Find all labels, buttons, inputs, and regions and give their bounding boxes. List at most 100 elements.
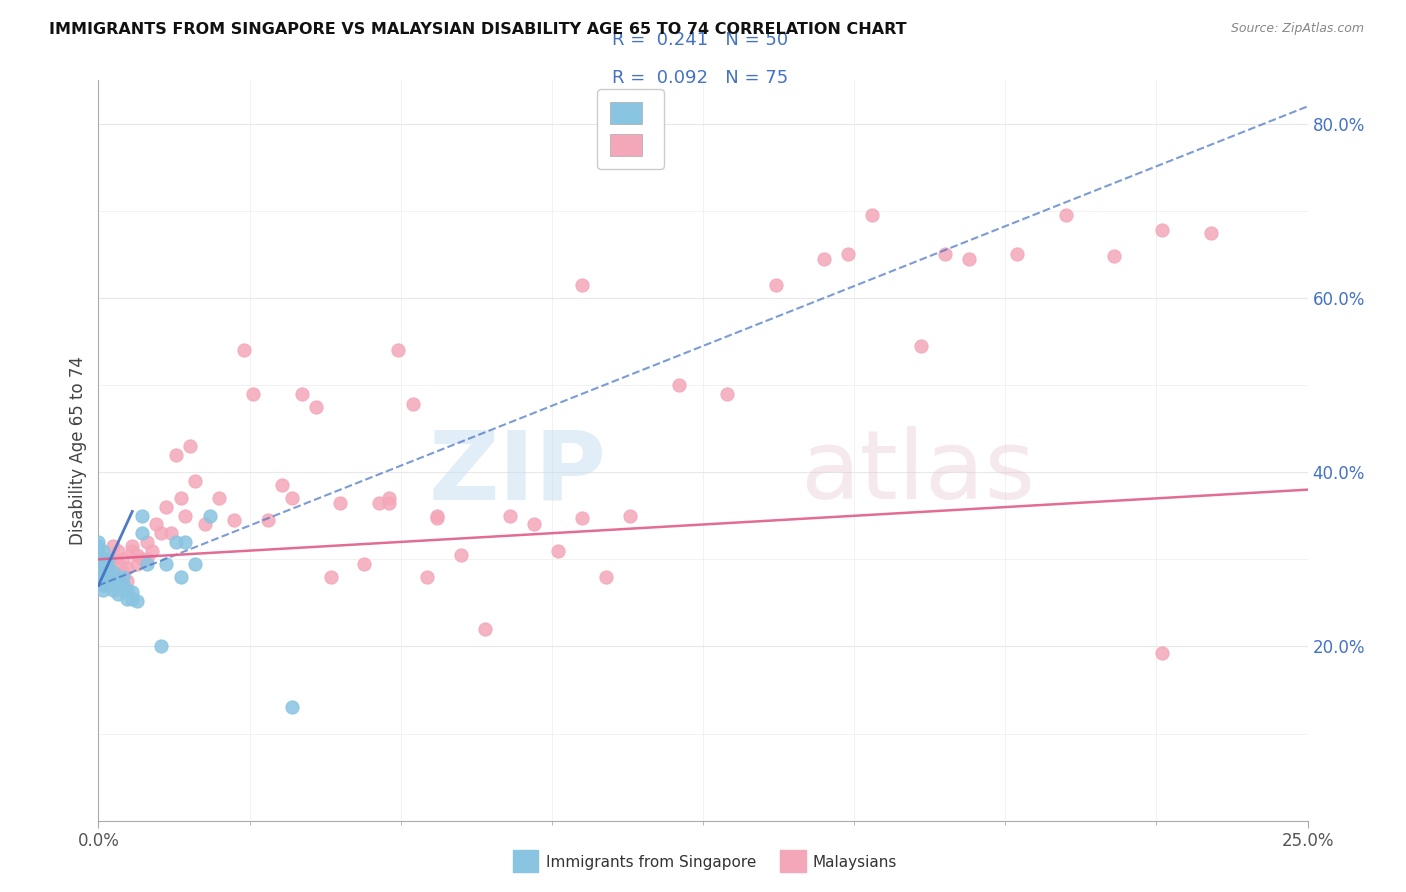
Point — [91, 578, 114, 592]
Point — [91, 574, 114, 588]
Point — [194, 517, 217, 532]
Point — [150, 640, 173, 654]
Point — [111, 576, 134, 591]
Point — [97, 574, 120, 588]
Point — [131, 552, 153, 566]
Point — [141, 543, 163, 558]
Point — [127, 594, 149, 608]
Point — [87, 543, 110, 558]
Point — [91, 566, 114, 580]
Point — [1102, 249, 1125, 263]
Point — [111, 552, 134, 566]
Point — [131, 508, 153, 523]
Point — [860, 208, 883, 222]
Point — [150, 526, 173, 541]
Point — [121, 591, 143, 606]
Point — [1152, 223, 1174, 237]
Point — [121, 543, 143, 558]
Point — [87, 561, 110, 575]
Point — [571, 277, 593, 292]
Point — [145, 517, 167, 532]
Text: Immigrants from Singapore: Immigrants from Singapore — [546, 855, 756, 870]
Point — [97, 552, 120, 566]
Point — [91, 578, 114, 592]
Point — [107, 543, 129, 558]
Point — [716, 387, 738, 401]
Point — [111, 582, 134, 597]
Point — [91, 582, 114, 597]
Point — [101, 539, 124, 553]
Text: atlas: atlas — [800, 426, 1035, 519]
Point — [121, 585, 143, 599]
Point — [281, 491, 304, 506]
Point — [87, 535, 110, 549]
Point — [281, 700, 304, 714]
Point — [198, 508, 221, 523]
Point — [547, 543, 569, 558]
Point — [619, 508, 641, 523]
Point — [368, 496, 391, 510]
Text: Malaysians: Malaysians — [813, 855, 897, 870]
Point — [571, 510, 593, 524]
Point — [377, 491, 399, 506]
Point — [117, 591, 139, 606]
Point — [87, 539, 110, 553]
Point — [242, 387, 264, 401]
Point — [416, 570, 439, 584]
Point — [957, 252, 980, 266]
Point — [97, 578, 120, 592]
Point — [135, 552, 157, 566]
Point — [169, 570, 191, 584]
Point — [813, 252, 835, 266]
Point — [232, 343, 254, 358]
Point — [222, 513, 245, 527]
Text: R =  0.092   N = 75: R = 0.092 N = 75 — [612, 69, 787, 87]
Point — [305, 400, 328, 414]
Point — [91, 557, 114, 571]
Point — [256, 513, 278, 527]
Point — [87, 548, 110, 562]
Point — [426, 510, 449, 524]
Point — [184, 557, 207, 571]
Point — [402, 397, 425, 411]
Point — [523, 517, 546, 532]
Point — [179, 439, 201, 453]
Point — [934, 247, 956, 261]
Point — [107, 587, 129, 601]
Point — [101, 578, 124, 592]
Point — [127, 548, 149, 562]
Point — [91, 552, 114, 566]
Point — [87, 552, 110, 566]
Point — [111, 566, 134, 580]
Point — [91, 561, 114, 575]
Point — [91, 574, 114, 588]
Point — [97, 570, 120, 584]
Point — [165, 448, 187, 462]
Point — [97, 570, 120, 584]
Point — [1199, 226, 1222, 240]
Point — [174, 535, 197, 549]
Point — [97, 566, 120, 580]
Point — [450, 548, 472, 562]
Point — [87, 557, 110, 571]
Point — [595, 570, 617, 584]
Text: Source: ZipAtlas.com: Source: ZipAtlas.com — [1230, 22, 1364, 36]
Legend: , : , — [598, 89, 664, 169]
Point — [131, 526, 153, 541]
Point — [87, 566, 110, 580]
Point — [117, 561, 139, 575]
Point — [87, 574, 110, 588]
Point — [329, 496, 352, 510]
Point — [353, 557, 375, 571]
Point — [208, 491, 231, 506]
Point — [101, 566, 124, 580]
Point — [101, 574, 124, 588]
Point — [319, 570, 342, 584]
Point — [290, 387, 312, 401]
Point — [127, 557, 149, 571]
Point — [765, 277, 787, 292]
Point — [387, 343, 409, 358]
Point — [107, 580, 129, 594]
Text: ZIP: ZIP — [429, 426, 606, 519]
Point — [121, 539, 143, 553]
